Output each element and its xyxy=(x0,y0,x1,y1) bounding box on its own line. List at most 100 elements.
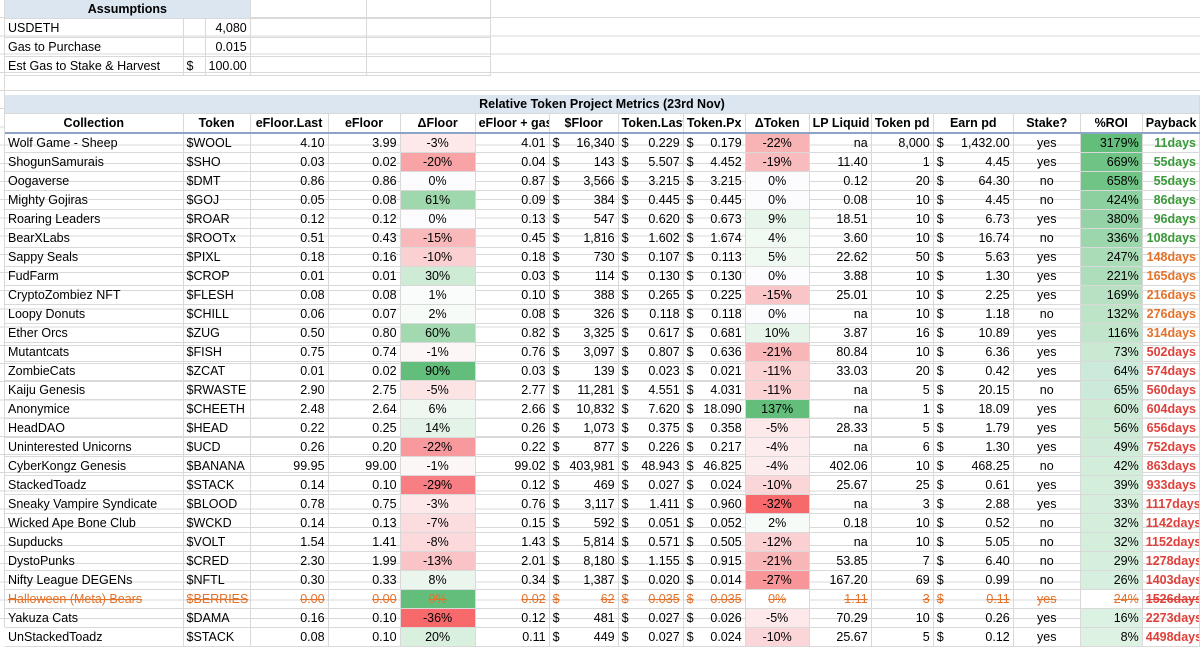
efloor-last-cell[interactable]: 2.90 xyxy=(250,380,329,400)
assumptions-title[interactable]: Assumptions xyxy=(5,0,251,19)
column-header[interactable]: %ROI xyxy=(1080,113,1143,134)
token-last-cell[interactable]: $0.130 xyxy=(618,266,684,286)
roi-cell[interactable]: 32% xyxy=(1080,513,1143,533)
payback-cell[interactable]: 165days xyxy=(1142,266,1200,286)
earn-pd-cell[interactable]: $16.74 xyxy=(933,228,1014,248)
earn-pd-cell[interactable]: $1.79 xyxy=(933,418,1014,438)
earn-pd-cell[interactable]: $6.40 xyxy=(933,551,1014,571)
delta-floor-cell[interactable]: -8% xyxy=(400,532,476,552)
efloor-cell[interactable]: 0.13 xyxy=(328,513,401,533)
lp-liquid-cell[interactable]: 11.40 xyxy=(809,152,872,172)
efloor-last-cell[interactable]: 0.06 xyxy=(250,304,329,324)
delta-token-cell[interactable]: -32% xyxy=(745,494,810,514)
collection-cell[interactable]: Uninterested Unicorns xyxy=(5,437,184,457)
efloor-cell[interactable]: 0.10 xyxy=(328,608,401,628)
lp-liquid-cell[interactable]: na xyxy=(809,437,872,457)
token-pd-cell[interactable]: 7 xyxy=(871,551,934,571)
empty-cell[interactable] xyxy=(250,0,367,19)
earn-pd-cell[interactable]: $1,432.00 xyxy=(933,133,1014,153)
lp-liquid-cell[interactable]: 1.11 xyxy=(809,589,872,609)
delta-floor-cell[interactable]: 0% xyxy=(400,209,476,229)
stake-cell[interactable]: yes xyxy=(1013,323,1081,343)
token-pd-cell[interactable]: 10 xyxy=(871,285,934,305)
collection-cell[interactable]: Kaiju Genesis xyxy=(5,380,184,400)
token-last-cell[interactable]: $0.617 xyxy=(618,323,684,343)
stake-cell[interactable]: yes xyxy=(1013,399,1081,419)
token-cell[interactable]: $BLOOD xyxy=(183,494,251,514)
lp-liquid-cell[interactable]: 0.12 xyxy=(809,171,872,191)
roi-cell[interactable]: 221% xyxy=(1080,266,1143,286)
token-px-cell[interactable]: $18.090 xyxy=(683,399,746,419)
lp-liquid-cell[interactable]: 25.01 xyxy=(809,285,872,305)
delta-token-cell[interactable]: -11% xyxy=(745,380,810,400)
usd-floor-cell[interactable]: $3,117 xyxy=(549,494,619,514)
token-pd-cell[interactable]: 50 xyxy=(871,247,934,267)
token-cell[interactable]: $DMT xyxy=(183,171,251,191)
roi-cell[interactable]: 49% xyxy=(1080,437,1143,457)
column-header[interactable]: Token.Last xyxy=(618,113,684,134)
token-px-cell[interactable]: $0.024 xyxy=(683,627,746,647)
roi-cell[interactable]: 29% xyxy=(1080,551,1143,571)
earn-pd-cell[interactable]: $20.15 xyxy=(933,380,1014,400)
usd-floor-cell[interactable]: $1,073 xyxy=(549,418,619,438)
earn-pd-cell[interactable]: $468.25 xyxy=(933,456,1014,476)
lp-liquid-cell[interactable]: 53.85 xyxy=(809,551,872,571)
efloor-cell[interactable]: 0.74 xyxy=(328,342,401,362)
earn-pd-cell[interactable]: $10.89 xyxy=(933,323,1014,343)
efloor-last-cell[interactable]: 0.86 xyxy=(250,171,329,191)
delta-floor-cell[interactable]: -7% xyxy=(400,513,476,533)
roi-cell[interactable]: 247% xyxy=(1080,247,1143,267)
roi-cell[interactable]: 3179% xyxy=(1080,133,1143,153)
token-last-cell[interactable]: $0.265 xyxy=(618,285,684,305)
stake-cell[interactable]: yes xyxy=(1013,266,1081,286)
usd-floor-cell[interactable]: $877 xyxy=(549,437,619,457)
lp-liquid-cell[interactable]: 167.20 xyxy=(809,570,872,590)
efloor-gas-cell[interactable]: 0.11 xyxy=(475,627,550,647)
stake-cell[interactable]: no xyxy=(1013,570,1081,590)
usd-floor-cell[interactable]: $481 xyxy=(549,608,619,628)
stake-cell[interactable]: yes xyxy=(1013,247,1081,267)
efloor-last-cell[interactable]: 0.51 xyxy=(250,228,329,248)
empty-cell[interactable] xyxy=(366,56,491,76)
payback-cell[interactable]: 1117days xyxy=(1142,494,1200,514)
efloor-cell[interactable]: 0.02 xyxy=(328,152,401,172)
stake-cell[interactable]: no xyxy=(1013,551,1081,571)
earn-pd-cell[interactable]: $0.42 xyxy=(933,361,1014,381)
token-pd-cell[interactable]: 10 xyxy=(871,532,934,552)
token-last-cell[interactable]: $0.226 xyxy=(618,437,684,457)
usd-floor-cell[interactable]: $10,832 xyxy=(549,399,619,419)
collection-cell[interactable]: Supducks xyxy=(5,532,184,552)
stake-cell[interactable]: no xyxy=(1013,513,1081,533)
usd-floor-cell[interactable]: $469 xyxy=(549,475,619,495)
efloor-cell[interactable]: 2.75 xyxy=(328,380,401,400)
payback-cell[interactable]: 574days xyxy=(1142,361,1200,381)
token-px-cell[interactable]: $1.674 xyxy=(683,228,746,248)
efloor-gas-cell[interactable]: 0.12 xyxy=(475,475,550,495)
stake-cell[interactable]: yes xyxy=(1013,589,1081,609)
column-header[interactable]: ΔToken xyxy=(745,113,810,134)
stake-cell[interactable]: yes xyxy=(1013,494,1081,514)
efloor-gas-cell[interactable]: 0.34 xyxy=(475,570,550,590)
delta-floor-cell[interactable]: 30% xyxy=(400,266,476,286)
efloor-last-cell[interactable]: 99.95 xyxy=(250,456,329,476)
roi-cell[interactable]: 39% xyxy=(1080,475,1143,495)
delta-token-cell[interactable]: -10% xyxy=(745,475,810,495)
token-cell[interactable]: $ROOTx xyxy=(183,228,251,248)
delta-floor-cell[interactable]: -1% xyxy=(400,342,476,362)
collection-cell[interactable]: ZombieCats xyxy=(5,361,184,381)
usd-floor-cell[interactable]: $143 xyxy=(549,152,619,172)
column-header[interactable]: eFloor.Last xyxy=(250,113,329,134)
efloor-gas-cell[interactable]: 2.77 xyxy=(475,380,550,400)
earn-pd-cell[interactable]: $4.45 xyxy=(933,152,1014,172)
delta-floor-cell[interactable]: -22% xyxy=(400,437,476,457)
table-title[interactable]: Relative Token Project Metrics (23rd Nov… xyxy=(5,95,1200,114)
usd-floor-cell[interactable]: $3,566 xyxy=(549,171,619,191)
payback-cell[interactable]: 656days xyxy=(1142,418,1200,438)
token-px-cell[interactable]: $0.681 xyxy=(683,323,746,343)
usd-floor-cell[interactable]: $449 xyxy=(549,627,619,647)
column-header[interactable]: Stake? xyxy=(1013,113,1081,134)
delta-floor-cell[interactable]: -13% xyxy=(400,551,476,571)
efloor-last-cell[interactable]: 0.30 xyxy=(250,570,329,590)
lp-liquid-cell[interactable]: na xyxy=(809,399,872,419)
token-cell[interactable]: $NFTL xyxy=(183,570,251,590)
